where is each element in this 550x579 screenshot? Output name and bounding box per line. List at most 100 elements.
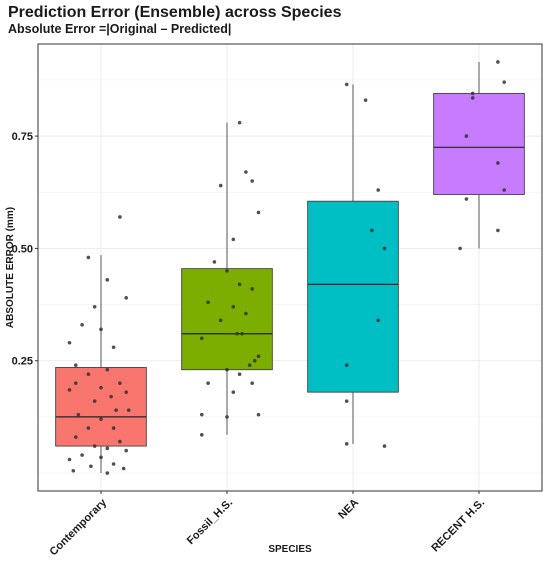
data-point bbox=[237, 282, 242, 287]
chart-title: Prediction Error (Ensemble) across Speci… bbox=[8, 4, 342, 21]
data-point bbox=[382, 246, 387, 251]
data-point bbox=[74, 435, 78, 439]
data-point bbox=[200, 412, 204, 417]
data-point bbox=[200, 433, 204, 437]
data-point bbox=[89, 464, 93, 469]
data-point bbox=[344, 399, 349, 403]
data-point bbox=[80, 322, 84, 327]
data-point bbox=[86, 426, 91, 430]
y-axis-title: ABSOLUTE ERROR (mm) bbox=[5, 207, 16, 328]
data-point bbox=[218, 183, 223, 188]
data-point bbox=[105, 471, 110, 475]
data-point bbox=[206, 381, 210, 385]
plot-frame bbox=[37, 43, 543, 492]
data-point bbox=[67, 388, 72, 392]
data-point bbox=[76, 412, 81, 417]
data-point bbox=[109, 394, 113, 399]
data-point bbox=[225, 269, 229, 273]
data-point bbox=[376, 188, 381, 192]
x-axis-ticks: Contemporary Fossil_H.S. NEA RECENT H.S. bbox=[47, 491, 487, 558]
data-point bbox=[118, 215, 122, 219]
data-point bbox=[370, 228, 374, 233]
data-point bbox=[256, 412, 261, 417]
box-fossil-h-s- bbox=[181, 122, 273, 435]
data-point bbox=[256, 354, 261, 359]
data-point bbox=[218, 318, 223, 323]
data-point bbox=[470, 96, 475, 100]
iqr-box bbox=[55, 367, 147, 447]
data-point bbox=[225, 415, 229, 419]
y-tick-label: 0.25 bbox=[12, 356, 33, 368]
data-point bbox=[111, 345, 116, 350]
data-point bbox=[502, 188, 507, 192]
data-point bbox=[99, 327, 103, 332]
data-point bbox=[124, 296, 128, 300]
data-point bbox=[235, 331, 239, 336]
y-tick-label: 0.75 bbox=[12, 131, 33, 143]
data-point bbox=[121, 466, 126, 471]
data-point bbox=[363, 98, 368, 102]
data-point bbox=[344, 82, 349, 87]
data-point bbox=[231, 305, 236, 309]
data-point bbox=[212, 260, 217, 264]
data-point bbox=[124, 390, 128, 394]
data-point bbox=[382, 444, 387, 448]
data-point bbox=[74, 363, 78, 368]
x-axis-title: SPECIES bbox=[268, 544, 312, 555]
data-point bbox=[99, 385, 103, 390]
data-point bbox=[496, 60, 500, 64]
data-point bbox=[118, 439, 122, 444]
data-point bbox=[71, 468, 76, 473]
data-point bbox=[114, 408, 118, 412]
data-point bbox=[256, 210, 261, 215]
data-point bbox=[250, 381, 254, 385]
data-point bbox=[99, 417, 103, 421]
data-point bbox=[67, 340, 72, 345]
data-point bbox=[464, 197, 469, 201]
data-point bbox=[118, 381, 122, 385]
data-point bbox=[111, 426, 116, 430]
data-point bbox=[496, 161, 500, 165]
iqr-box bbox=[433, 92, 525, 195]
x-tick-label: Fossil_H.S. bbox=[185, 497, 235, 547]
data-point bbox=[105, 446, 110, 451]
data-point bbox=[105, 278, 110, 282]
data-point bbox=[237, 372, 242, 376]
data-point bbox=[244, 311, 248, 316]
data-point bbox=[250, 287, 254, 291]
data-point bbox=[376, 318, 381, 323]
data-point bbox=[237, 120, 242, 125]
data-point bbox=[231, 237, 236, 242]
box-recent-h-s- bbox=[433, 61, 525, 249]
data-point bbox=[99, 455, 103, 460]
data-point bbox=[344, 442, 349, 446]
data-point bbox=[86, 255, 91, 260]
x-tick-label: RECENT H.S. bbox=[429, 497, 487, 555]
data-point bbox=[200, 336, 204, 341]
data-point bbox=[502, 80, 507, 84]
data-point bbox=[464, 134, 469, 138]
data-point bbox=[86, 372, 91, 376]
data-point bbox=[496, 228, 500, 233]
data-point bbox=[92, 444, 97, 448]
y-tick-label: 0.50 bbox=[12, 243, 33, 255]
data-point bbox=[344, 363, 349, 368]
data-point bbox=[80, 453, 84, 457]
data-point bbox=[206, 300, 210, 305]
data-point bbox=[126, 408, 131, 412]
data-point bbox=[252, 358, 257, 363]
x-tick-label: Contemporary bbox=[47, 496, 109, 558]
data-point bbox=[92, 305, 97, 309]
data-point bbox=[240, 331, 244, 336]
data-point bbox=[111, 462, 116, 466]
box-contemporary bbox=[55, 255, 147, 474]
y-axis-ticks: 0.25 0.50 0.75 bbox=[12, 131, 38, 368]
jitter-points bbox=[67, 60, 507, 475]
data-point bbox=[244, 170, 248, 174]
data-point bbox=[225, 367, 229, 372]
data-point bbox=[124, 448, 128, 453]
data-point bbox=[67, 457, 72, 462]
data-point bbox=[470, 91, 475, 96]
data-point bbox=[92, 399, 97, 403]
